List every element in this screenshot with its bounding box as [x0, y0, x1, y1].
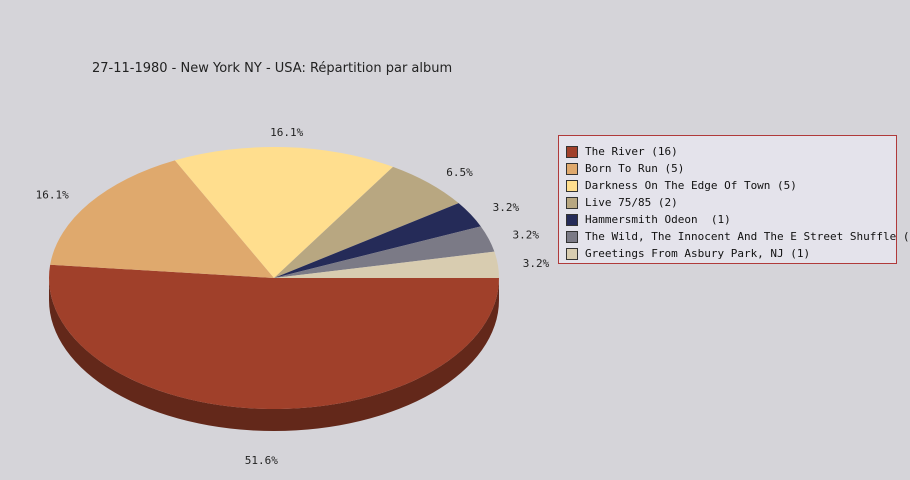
pie-label-born-to-run-5: 16.1% — [36, 189, 69, 202]
legend-item-the-wild-the-innocent-and-the-e-street-shuffle-1: The Wild, The Innocent And The E Street … — [566, 228, 910, 245]
pie-slice-the-river-16 — [48, 264, 499, 410]
chart-legend: The River (16) Born To Run (5) Darkness On… — [558, 135, 910, 264]
pie-slice-live-75-85-2 — [274, 166, 459, 278]
pie-label-live-75-85-2: 6.5% — [446, 166, 473, 179]
legend-swatch — [566, 230, 578, 243]
pie-slice-greetings-from-asbury-park-nj-1 — [274, 251, 499, 278]
legend-swatch — [566, 145, 578, 158]
pie-label-greetings-from-asbury-park-nj-1: 3.2% — [523, 257, 550, 270]
legend-swatch — [566, 179, 578, 192]
legend-item-born-to-run-5: Born To Run (5) — [566, 160, 896, 177]
legend-label: Greetings From Asbury Park, NJ (1) — [585, 247, 811, 260]
legend-label: Live 75/85 (2) — [585, 196, 678, 209]
pie-slice-darkness-on-the-edge-of-town-5 — [174, 147, 394, 278]
legend-swatch — [566, 196, 578, 209]
legend-item-live-75-85-2: Live 75/85 (2) — [566, 194, 896, 211]
legend-label: Hammersmith Odeon (1) — [585, 213, 731, 226]
legend-swatch — [566, 213, 578, 226]
pie-side-the-river-16 — [49, 278, 499, 431]
legend-label: The Wild, The Innocent And The E Street … — [585, 230, 910, 243]
legend-label: The River (16) — [585, 145, 678, 158]
legend-item-hammersmith-odeon-1: Hammersmith Odeon (1) — [566, 211, 896, 228]
legend-swatch — [566, 162, 578, 175]
legend-swatch — [566, 247, 578, 260]
legend-label: Born To Run (5) — [585, 162, 685, 175]
legend-label: Darkness On The Edge Of Town (5) — [585, 179, 797, 192]
chart-title: 27-11-1980 - New York NY - USA: Répartit… — [92, 61, 453, 76]
pie-label-hammersmith-odeon-1: 3.2% — [493, 201, 520, 214]
pie-label-darkness-on-the-edge-of-town-5: 16.1% — [270, 126, 303, 139]
legend-item-greetings-from-asbury-park-nj-1: Greetings From Asbury Park, NJ (1) — [566, 245, 896, 262]
pie-label-the-river-16: 51.6% — [245, 454, 278, 467]
pie-slice-the-wild-the-innocent-and-the-e-street-shuffle-1 — [274, 226, 495, 278]
pie-side-wall — [49, 278, 499, 431]
legend-item-the-river-16: The River (16) — [566, 143, 896, 160]
pie-slice-born-to-run-5 — [50, 160, 274, 278]
pie-label-the-wild-the-innocent-and-the-e-street-shuffle-1: 3.2% — [513, 228, 540, 241]
legend-item-darkness-on-the-edge-of-town-5: Darkness On The Edge Of Town (5) — [566, 177, 896, 194]
pie-slice-hammersmith-odeon-1 — [274, 203, 481, 278]
pie-percent-labels: 51.6% 16.1% 16.1% 6.5% 3.2% 3.2% 3.2% — [36, 126, 550, 467]
pie-top-face — [48, 147, 499, 410]
